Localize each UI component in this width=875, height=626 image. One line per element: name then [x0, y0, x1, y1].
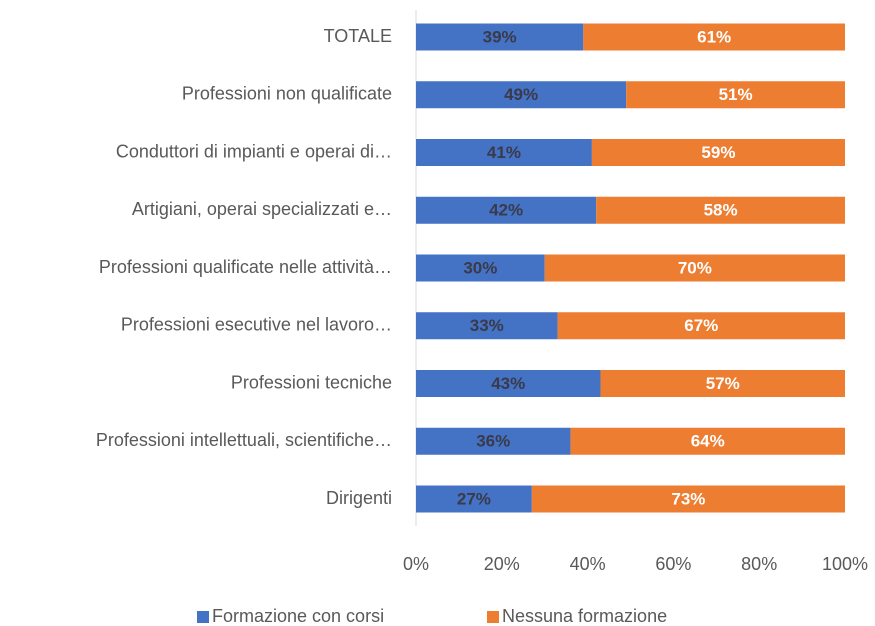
bar-segment — [416, 23, 584, 51]
data-label: 30% — [463, 258, 497, 277]
bar-segment — [416, 485, 532, 513]
bar-segment — [416, 312, 558, 340]
data-label: 36% — [476, 432, 510, 451]
data-label: 41% — [487, 143, 521, 162]
data-label: 33% — [470, 316, 504, 335]
bar-segment — [416, 254, 545, 282]
data-label: 43% — [491, 374, 525, 393]
x-tick-label: 20% — [484, 554, 520, 574]
x-tick-label: 80% — [741, 554, 777, 574]
bar-segment — [557, 312, 845, 340]
data-label: 73% — [671, 489, 705, 508]
data-label: 59% — [701, 143, 735, 162]
legend-label: Formazione con corsi — [212, 606, 384, 626]
x-tick-label: 0% — [403, 554, 429, 574]
legend-swatch — [197, 611, 209, 623]
x-tick-label: 40% — [570, 554, 606, 574]
data-label: 67% — [684, 316, 718, 335]
bar-segment — [416, 139, 592, 166]
x-tick-label: 100% — [822, 554, 868, 574]
bar-segment — [531, 485, 845, 513]
data-label: 42% — [489, 201, 523, 220]
y-tick-label: TOTALE — [324, 26, 392, 46]
bar-segment — [416, 427, 571, 455]
data-label: 57% — [706, 374, 740, 393]
bar-segment — [544, 254, 845, 282]
y-tick-label: Dirigenti — [326, 488, 392, 508]
bar-segment — [416, 370, 601, 397]
bar-segment — [570, 427, 845, 455]
x-tick-label: 60% — [655, 554, 691, 574]
y-tick-label: Professioni esecutive nel lavoro… — [121, 315, 392, 335]
bar-segment — [600, 370, 845, 397]
y-tick-label: Professioni qualificate nelle attività… — [99, 257, 392, 277]
data-label: 39% — [483, 27, 517, 46]
y-tick-label: Professioni tecniche — [231, 372, 392, 392]
legend-swatch — [487, 611, 499, 623]
bar-segment — [416, 81, 627, 109]
data-label: 27% — [457, 489, 491, 508]
bar-segment — [596, 196, 845, 224]
y-tick-label: Artigiani, operai specializzati e… — [132, 199, 392, 219]
bar-segment — [626, 81, 845, 109]
data-label: 64% — [691, 432, 725, 451]
y-tick-label: Professioni intellettuali, scientifiche… — [96, 430, 392, 450]
data-label: 51% — [719, 85, 753, 104]
data-label: 61% — [697, 27, 731, 46]
legend-label: Nessuna formazione — [502, 606, 667, 626]
bar-segment — [583, 23, 845, 51]
y-tick-label: Professioni non qualificate — [182, 84, 392, 104]
data-label: 58% — [704, 201, 738, 220]
bar-segment — [416, 196, 597, 224]
data-label: 49% — [504, 85, 538, 104]
data-label: 70% — [678, 258, 712, 277]
y-tick-label: Conduttori di impianti e operai di… — [116, 141, 392, 161]
bar-segment — [591, 139, 845, 166]
